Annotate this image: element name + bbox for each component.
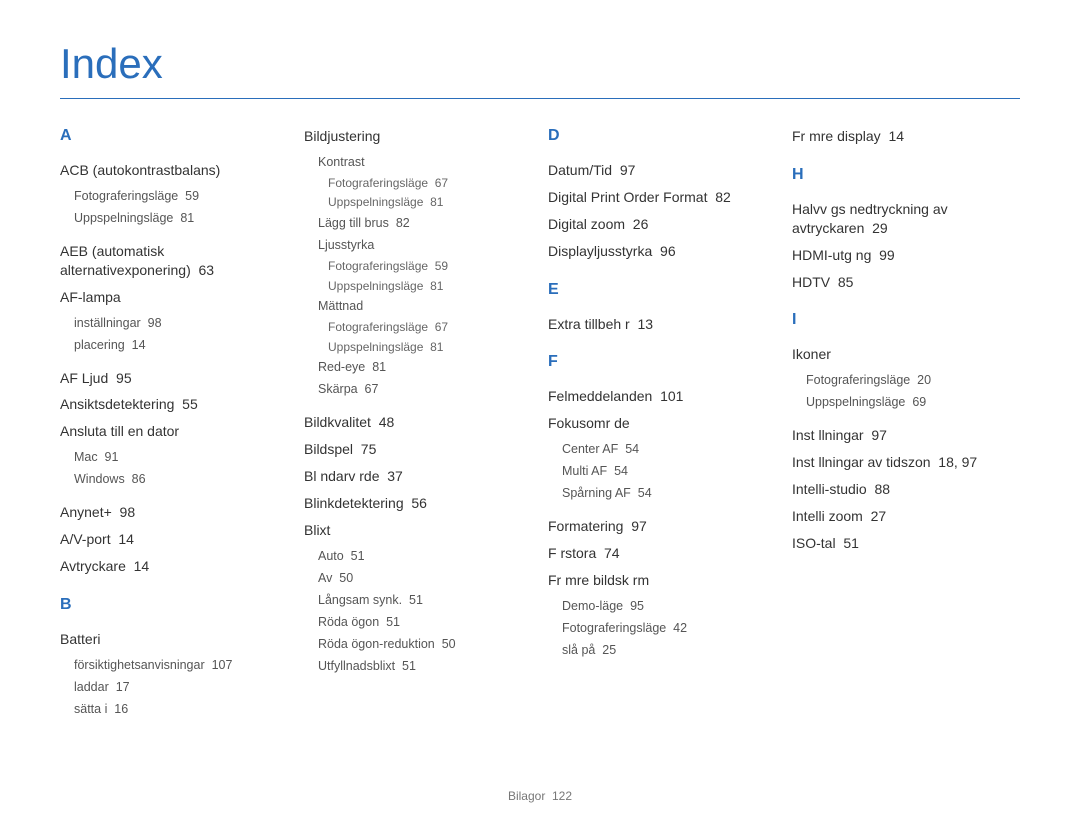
index-subentry: placering 14 — [74, 335, 288, 355]
index-entry: Blinkdetektering 56 — [304, 494, 532, 513]
index-subentry: försiktighetsanvisningar 107 — [74, 655, 288, 675]
index-subentry: Kontrast — [318, 152, 532, 172]
index-column: D Datum/Tid 97 Digital Print Order Format … — [548, 127, 776, 733]
index-entry: ISO-tal 51 — [792, 534, 1020, 553]
title-rule — [60, 98, 1020, 99]
index-page: Index A ACB (autokontrastbalans) Fotografe… — [0, 0, 1080, 733]
index-subentry: Red-eye 81 — [318, 357, 532, 377]
index-subentry: Utfyllnadsblixt 51 — [318, 656, 532, 676]
index-entry: Fr mre bildsk rm — [548, 571, 776, 590]
index-letter: B — [60, 596, 288, 614]
index-subentry: Center AF 54 — [562, 439, 776, 459]
index-entry: Anynet+ 98 — [60, 503, 288, 522]
index-letter: D — [548, 127, 776, 145]
index-entry: AEB (automatisk alternativexponering) 63 — [60, 242, 288, 280]
index-entry: A/V-port 14 — [60, 530, 288, 549]
index-entry: Inst llningar av tidszon 18, 97 — [792, 453, 1020, 472]
index-subentry: sätta i 16 — [74, 699, 288, 719]
index-subsubentry: Fotograferingsläge 59 — [328, 257, 532, 276]
index-entry: Displayljusstyrka 96 — [548, 242, 776, 261]
index-subentry: Fotograferingsläge 42 — [562, 618, 776, 638]
index-letter: F — [548, 353, 776, 371]
index-subentry: Ljusstyrka — [318, 235, 532, 255]
index-columns: A ACB (autokontrastbalans) Fotograferingsl… — [60, 127, 1020, 733]
index-entry: Bildjustering — [304, 127, 532, 146]
index-entry: Ikoner — [792, 345, 1020, 364]
index-subsubentry: Uppspelningsläge 81 — [328, 277, 532, 296]
footer-label: Bilagor — [508, 789, 545, 803]
index-entry: Bildkvalitet 48 — [304, 413, 532, 432]
index-entry: Datum/Tid 97 — [548, 161, 776, 180]
index-entry: HDTV 85 — [792, 273, 1020, 292]
index-block: Fokusomr de Center AF 54Multi AF 54Spårni… — [548, 414, 776, 503]
index-entry: Halvv gs nedtryckning av avtryckaren 29 — [792, 200, 1020, 238]
index-block: Bildjustering Kontrast Fotograferingsläge … — [304, 127, 532, 399]
index-entry: Inst llningar 97 — [792, 426, 1020, 445]
index-entry: Intelli-studio 88 — [792, 480, 1020, 499]
index-block: Batteri försiktighetsanvisningar 107ladda… — [60, 630, 288, 719]
index-subentry: Spårning AF 54 — [562, 483, 776, 503]
index-letter: H — [792, 166, 1020, 184]
index-entry: Bl ndarv rde 37 — [304, 467, 532, 486]
index-entry: Ansluta till en dator — [60, 422, 288, 441]
index-entry: AF Ljud 95 — [60, 369, 288, 388]
index-entry: Blixt — [304, 521, 532, 540]
index-subentry: Uppspelningsläge 81 — [74, 208, 288, 228]
page-title: Index — [60, 40, 1020, 98]
index-entry: Extra tillbeh r 13 — [548, 315, 776, 334]
index-subentry: Mättnad — [318, 296, 532, 316]
index-entry: Avtryckare 14 — [60, 557, 288, 576]
index-block: ACB (autokontrastbalans) Fotograferingslä… — [60, 161, 288, 228]
index-letter: A — [60, 127, 288, 145]
index-block: BlixtAuto 51Av 50Långsam synk. 51Röda ög… — [304, 521, 532, 676]
index-subentry: Demo-läge 95 — [562, 596, 776, 616]
index-subentry: Långsam synk. 51 — [318, 590, 532, 610]
index-entry: Ansiktsdetektering 55 — [60, 395, 288, 414]
page-footer: Bilagor 122 — [0, 789, 1080, 803]
index-entry: HDMI-utg ng 99 — [792, 246, 1020, 265]
index-subentry: laddar 17 — [74, 677, 288, 697]
index-subentry: Skärpa 67 — [318, 379, 532, 399]
index-block: Ansluta till en dator Mac 91Windows 86 — [60, 422, 288, 489]
index-subentry: slå på 25 — [562, 640, 776, 660]
index-entry: ACB (autokontrastbalans) — [60, 161, 288, 180]
index-subentry: Fotograferingsläge 20 — [806, 370, 1020, 390]
footer-page: 122 — [552, 789, 572, 803]
index-entry: F rstora 74 — [548, 544, 776, 563]
index-subentry: Röda ögon 51 — [318, 612, 532, 632]
index-entry: Fr mre display 14 — [792, 127, 1020, 146]
index-entry: Intelli zoom 27 — [792, 507, 1020, 526]
index-subentry: Windows 86 — [74, 469, 288, 489]
index-entry: Digital zoom 26 — [548, 215, 776, 234]
index-subsubentry: Uppspelningsläge 81 — [328, 338, 532, 357]
index-block: AF-lampa inställningar 98placering 14 — [60, 288, 288, 355]
index-letter: E — [548, 281, 776, 299]
index-column: Fr mre display 14 H Halvv gs nedtryckning … — [792, 127, 1020, 733]
index-entry: Digital Print Order Format 82 — [548, 188, 776, 207]
index-block: Fr mre bildsk rm Demo-läge 95Fotograferin… — [548, 571, 776, 660]
index-entry: Bildspel 75 — [304, 440, 532, 459]
index-subentry: Av 50 — [318, 568, 532, 588]
index-block: Ikoner Fotograferingsläge 20Uppspelningsl… — [792, 345, 1020, 412]
index-column: A ACB (autokontrastbalans) Fotograferingsl… — [60, 127, 288, 733]
index-subsubentry: Fotograferingsläge 67 — [328, 318, 532, 337]
index-subentry: Fotograferingsläge 59 — [74, 186, 288, 206]
index-entry: Felmeddelanden 101 — [548, 387, 776, 406]
index-subentry: Multi AF 54 — [562, 461, 776, 481]
index-entry: AF-lampa — [60, 288, 288, 307]
index-entry: Fokusomr de — [548, 414, 776, 433]
index-subsubentry: Fotograferingsläge 67 — [328, 174, 532, 193]
index-letter: I — [792, 311, 1020, 329]
index-subentry: Mac 91 — [74, 447, 288, 467]
index-column: Bildjustering Kontrast Fotograferingsläge … — [304, 127, 532, 733]
index-subentry: Uppspelningsläge 69 — [806, 392, 1020, 412]
index-subsubentry: Uppspelningsläge 81 — [328, 193, 532, 212]
index-subentry: Röda ögon-reduktion 50 — [318, 634, 532, 654]
index-subentry: Auto 51 — [318, 546, 532, 566]
index-subentry: Lägg till brus 82 — [318, 213, 532, 233]
index-subentry: inställningar 98 — [74, 313, 288, 333]
index-entry: Batteri — [60, 630, 288, 649]
index-entry: Formatering 97 — [548, 517, 776, 536]
